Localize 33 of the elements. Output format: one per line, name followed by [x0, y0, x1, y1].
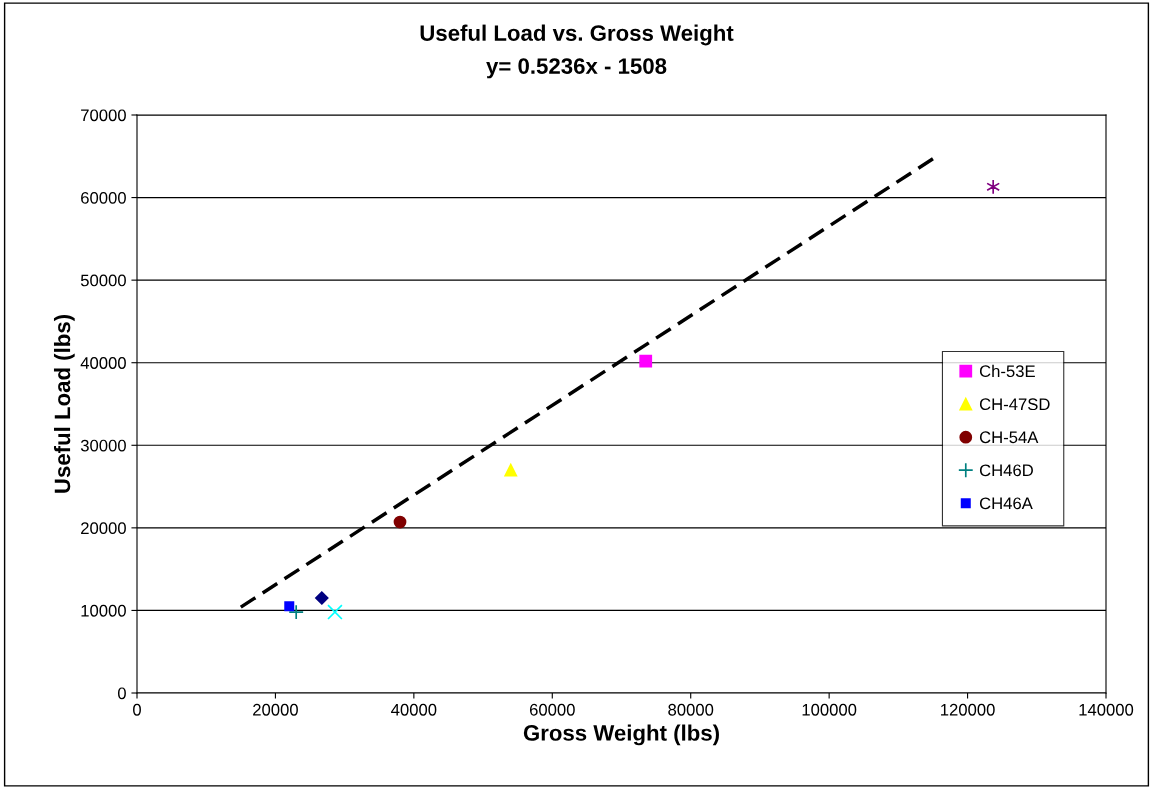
y-tick-label: 60000: [81, 191, 126, 204]
x-axis-title: Gross Weight (lbs): [523, 724, 719, 746]
y-tick-label: 30000: [80, 439, 126, 452]
point: [315, 591, 329, 605]
y-axis-title: Useful Load (lbs): [53, 314, 75, 493]
point: [986, 179, 1001, 195]
y-tick-label: 20000: [81, 522, 126, 535]
x-tick-label: 100000: [802, 703, 857, 716]
x-tick-label: 120000: [941, 703, 995, 716]
y-tick-label: 10000: [81, 604, 126, 617]
y-tick-label: 40000: [80, 357, 126, 369]
legend-label: CH46A: [979, 497, 1033, 510]
y-tick-label: 0: [117, 687, 126, 700]
point: [288, 604, 304, 620]
point: [504, 463, 518, 477]
x-tick-label: 80000: [668, 703, 714, 716]
y-tick-label: 70000: [81, 109, 126, 122]
point: [639, 354, 653, 368]
y-tick-label: 50000: [80, 274, 126, 287]
point: [393, 515, 407, 529]
chart-subtitle: y= 0.5236x - 1508: [486, 58, 667, 79]
x-tick-label: 140000: [1079, 703, 1134, 716]
legend-label: CH46D: [979, 464, 1033, 477]
x-tick-label: 40000: [391, 703, 437, 716]
legend-label: CH-54A: [979, 431, 1039, 444]
x-tick-label: 60000: [529, 703, 575, 716]
point: [327, 604, 343, 620]
chart-title: Useful Load vs. Gross Weight: [420, 24, 734, 46]
point: [284, 601, 295, 612]
legend-label: Ch-53E: [979, 364, 1035, 378]
x-tick-label: 20000: [253, 703, 298, 716]
legend-label: CH-47SD: [979, 398, 1050, 411]
x-tick-label: 0: [133, 703, 141, 716]
